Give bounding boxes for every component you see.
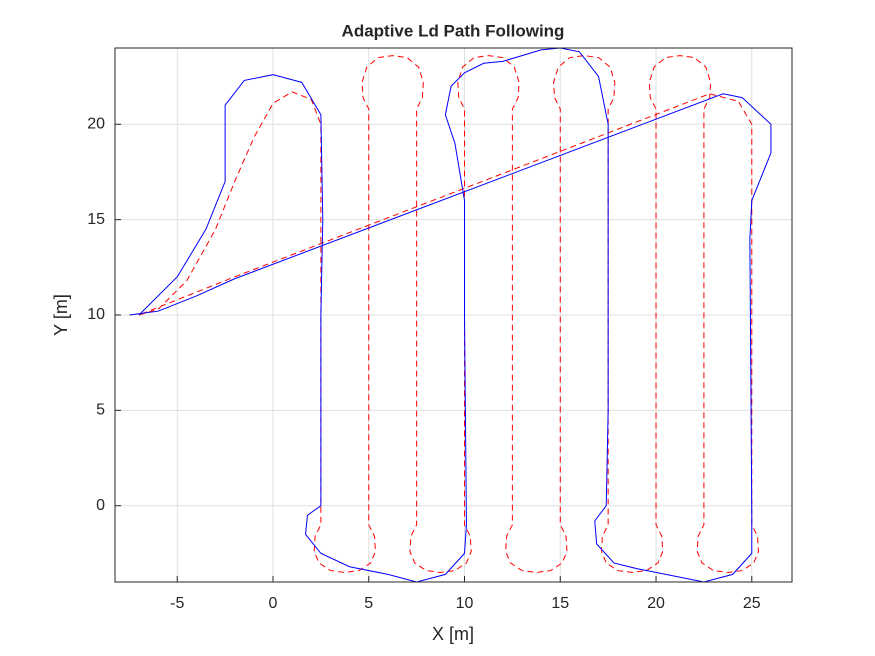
x-tick-label: 0	[269, 595, 278, 612]
ticks: -5 0 5 10 15 20 25 0 5 10 15 20	[87, 116, 761, 613]
x-tick-label: 15	[551, 595, 569, 612]
y-axis-label: Y [m]	[51, 294, 71, 336]
lines	[129, 47, 772, 583]
series-line	[138, 55, 759, 573]
y-tick-label: 15	[87, 211, 105, 228]
x-tick-label: 10	[456, 595, 474, 612]
x-tick-label: 20	[647, 595, 665, 612]
x-tick-label: 5	[364, 595, 373, 612]
y-tick-label: 5	[96, 402, 105, 419]
y-tick-label: 0	[96, 497, 105, 514]
x-tick-label: 25	[743, 595, 761, 612]
series-line	[129, 47, 772, 583]
x-axis-label: X [m]	[432, 624, 474, 644]
y-tick-label: 20	[87, 116, 105, 133]
chart-title: Adaptive Ld Path Following	[342, 21, 565, 40]
y-tick-label: 10	[87, 306, 105, 323]
x-tick-label: -5	[170, 595, 184, 612]
